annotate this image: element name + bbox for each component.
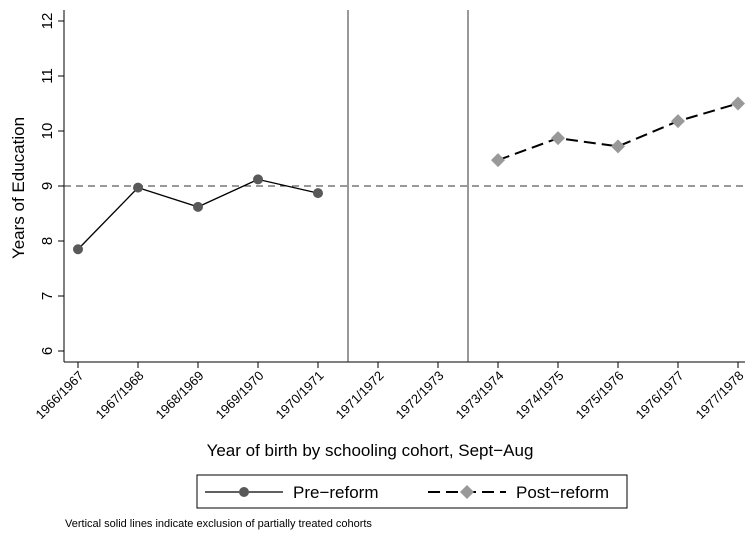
series-line	[497, 102, 739, 162]
x-tick-label: 1971/1972	[332, 368, 386, 422]
x-tick-label: 1973/1974	[452, 368, 506, 422]
marker	[253, 174, 263, 185]
x-tick-label: 1972/1973	[392, 368, 446, 422]
x-tick-label: 1966/1967	[32, 368, 86, 422]
x-tick-label: 1976/1977	[632, 368, 686, 422]
y-tick-label: 6	[39, 347, 56, 355]
x-tick-label: 1969/1970	[212, 368, 266, 422]
x-tick-label: 1967/1968	[92, 368, 146, 422]
marker	[239, 487, 249, 497]
y-tick-label: 7	[39, 292, 56, 300]
marker	[671, 114, 685, 129]
marker	[731, 96, 745, 111]
marker	[133, 182, 143, 193]
marker	[611, 139, 625, 154]
x-tick-label: 1970/1971	[272, 368, 326, 422]
x-tick-label: 1968/1969	[152, 368, 206, 422]
y-tick-label: 9	[39, 182, 56, 190]
x-tick-label: 1975/1976	[572, 368, 626, 422]
marker	[491, 153, 505, 168]
note: Vertical solid lines indicate exclusion …	[65, 518, 372, 530]
marker	[551, 131, 565, 146]
y-tick-label: 12	[39, 13, 56, 30]
x-tick-label: 1974/1975	[512, 368, 566, 422]
legend-box	[196, 474, 628, 509]
y-tick-label: 8	[39, 237, 56, 245]
x-tick-label: 1977/1978	[692, 368, 745, 422]
y-axis-label: Years of Education	[9, 117, 28, 259]
y-tick-label: 11	[39, 68, 56, 84]
legend-label: Post−reform	[516, 483, 609, 502]
marker	[193, 201, 203, 212]
marker	[313, 188, 323, 199]
marker	[460, 485, 474, 499]
x-axis-label: Year of birth by schooling cohort, Sept−…	[207, 441, 534, 460]
series-line	[77, 178, 319, 250]
marker	[73, 244, 83, 255]
y-tick-label: 10	[39, 123, 56, 140]
legend-label: Pre−reform	[293, 483, 379, 502]
